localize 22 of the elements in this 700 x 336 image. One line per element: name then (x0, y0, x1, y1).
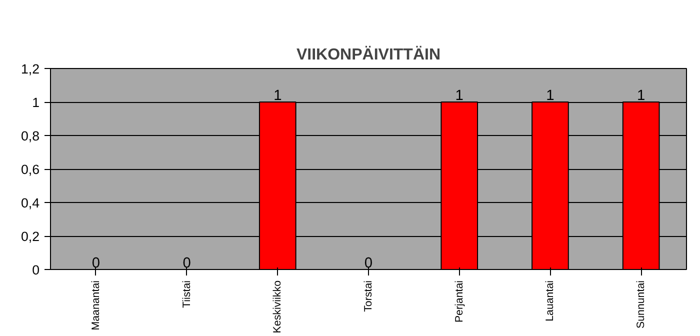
x-tick-label: Tiistai (180, 280, 193, 308)
data-label: 1 (636, 88, 646, 104)
data-label: 0 (364, 256, 373, 272)
x-tick-label: Maanantai (90, 280, 102, 330)
data-label: 1 (274, 88, 282, 104)
chart-title: VIIKONPÄIVITTÄIN (296, 46, 441, 64)
y-tick-label: 0,2 (20, 229, 40, 244)
x-tick-label: Torstai (362, 280, 374, 312)
y-tick-label: 1,2 (20, 62, 40, 76)
y-tick-label: 0,4 (20, 196, 40, 210)
x-tick-label: Keskiviikko (272, 280, 284, 334)
x-tick-label: Lauantai (544, 280, 556, 322)
y-tick-label: 0,8 (20, 128, 40, 144)
data-label: 1 (455, 88, 464, 104)
y-tick-label: 0 (32, 262, 40, 278)
data-label: 0 (92, 256, 100, 272)
y-tick-label: 1 (32, 95, 40, 110)
data-label: 1 (546, 88, 554, 104)
x-tick-label: Perjantai (453, 280, 466, 323)
data-label: 0 (182, 256, 191, 272)
y-tick-label: 0,6 (20, 162, 40, 177)
x-tick-label: Sunnuntai (635, 280, 648, 328)
